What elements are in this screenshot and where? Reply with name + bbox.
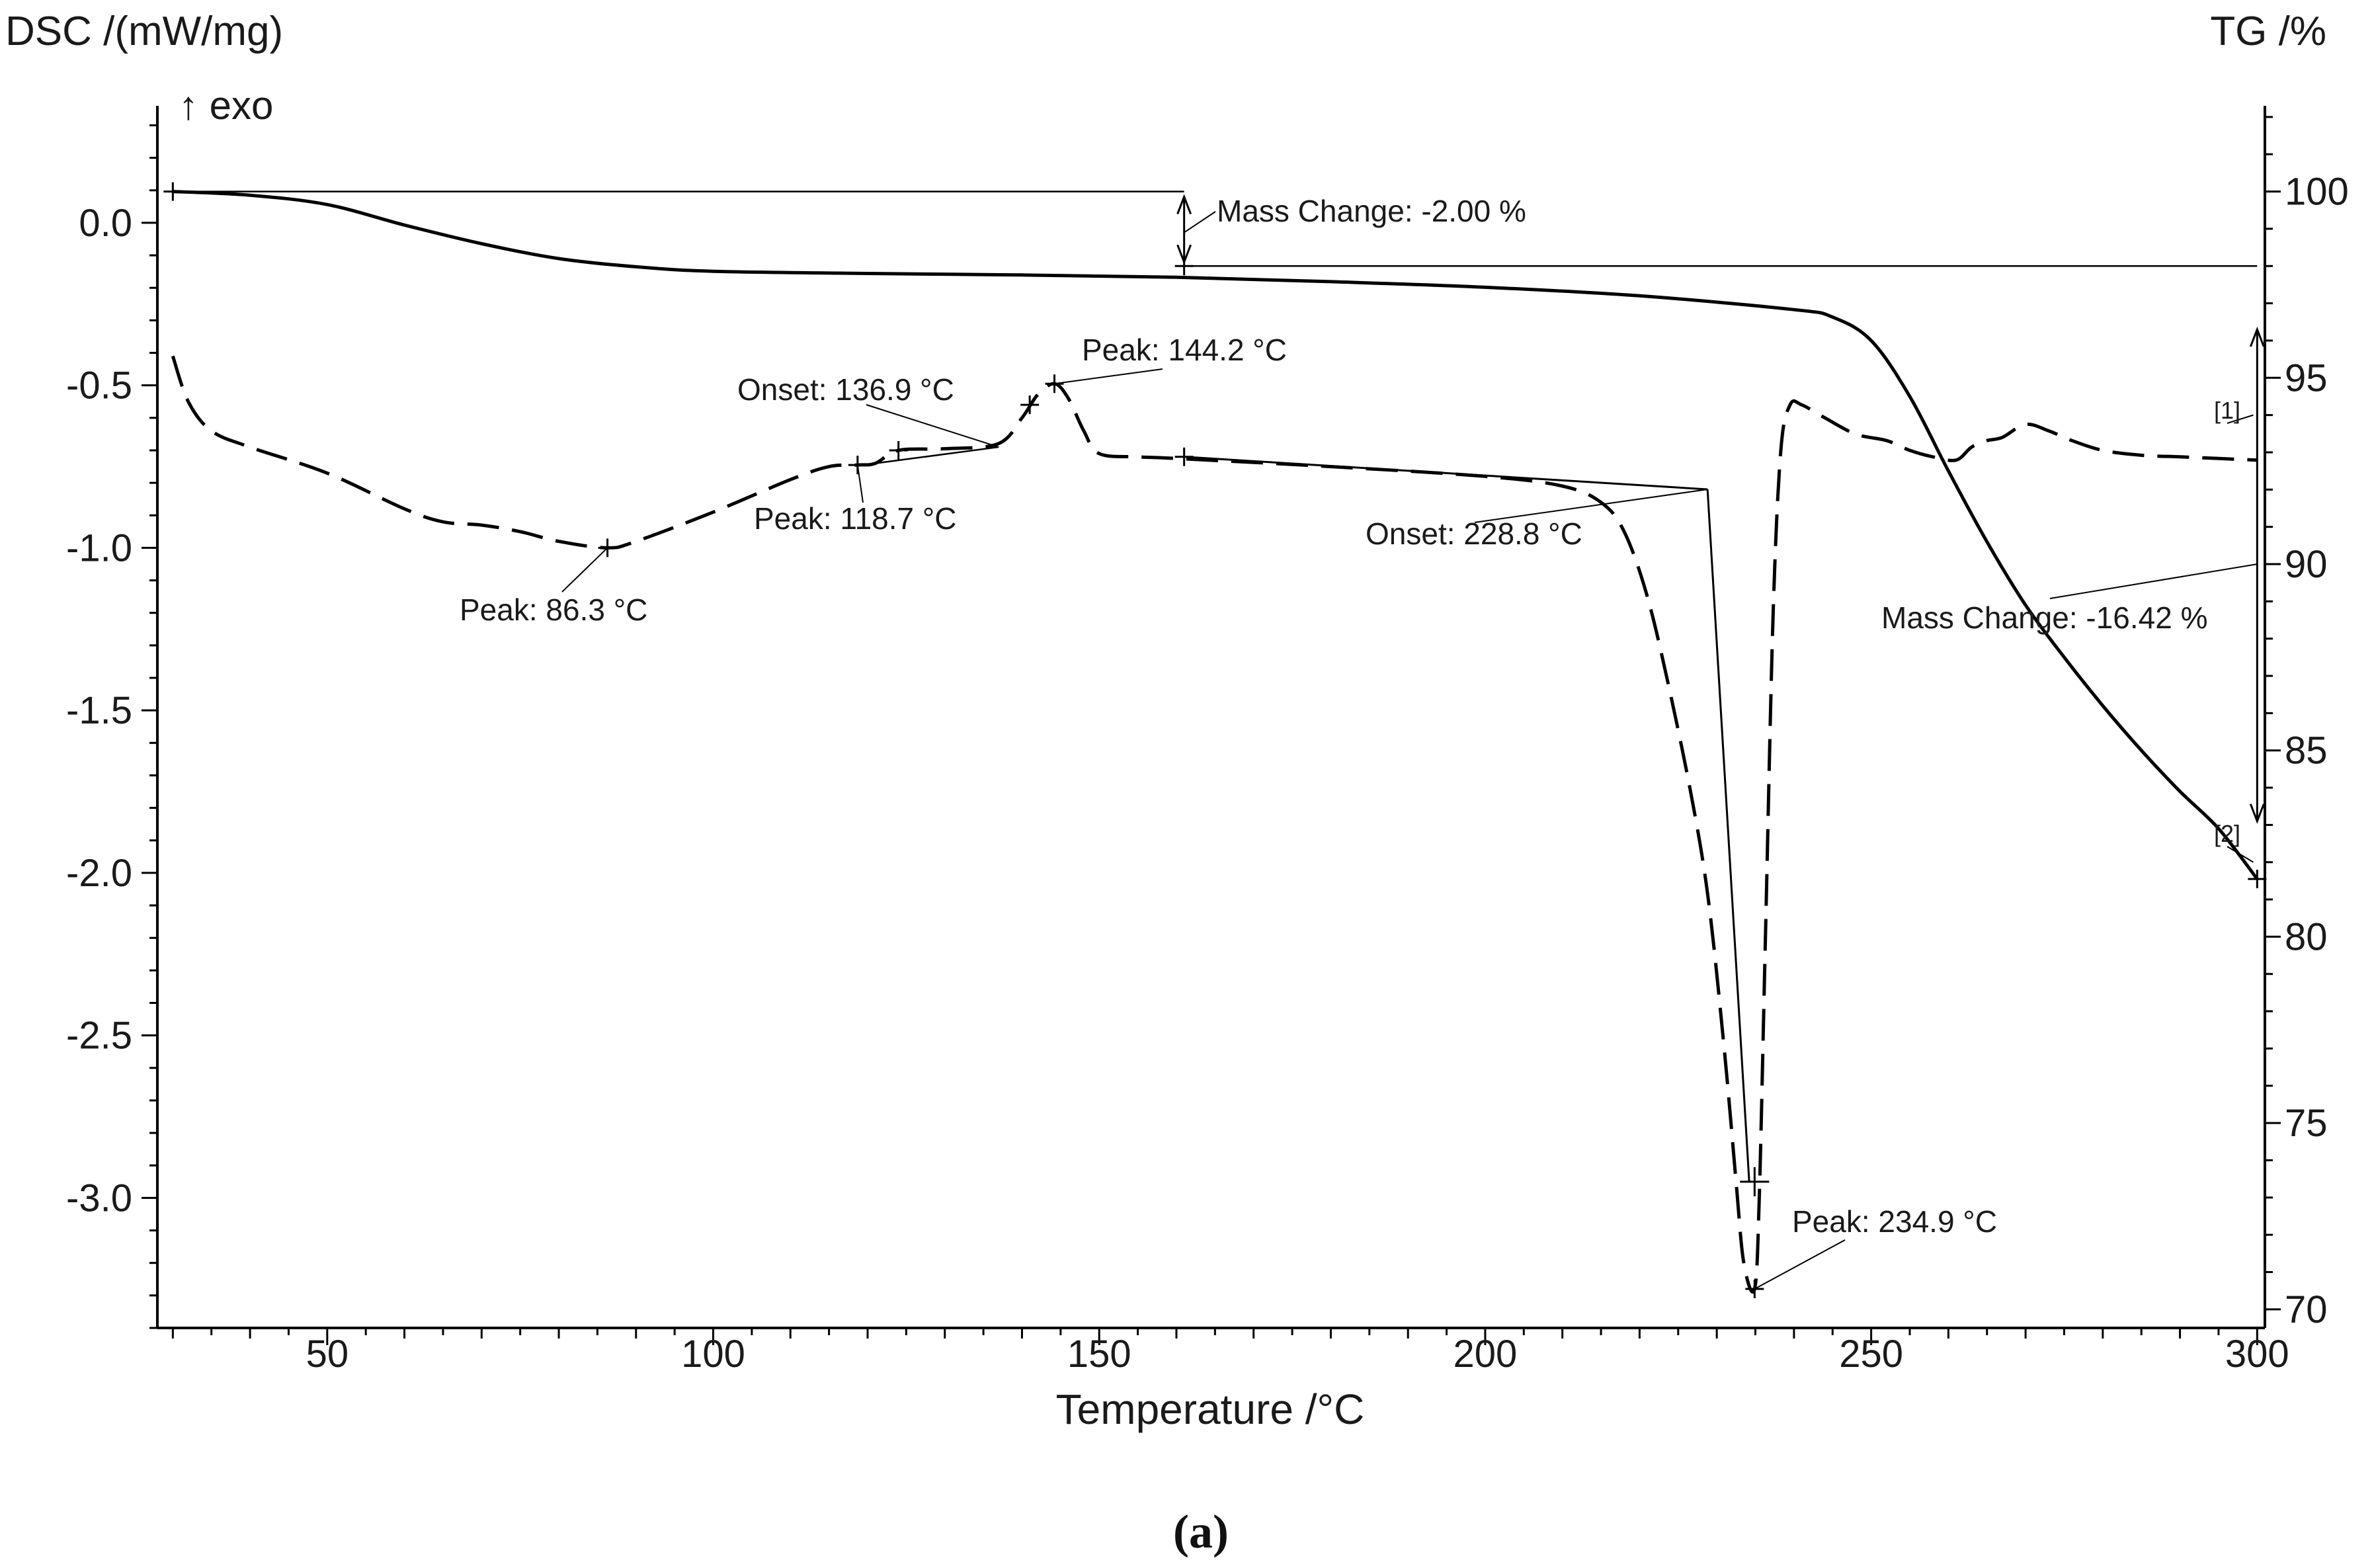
dsc-baseline-1 bbox=[875, 446, 999, 464]
x-tick-label: 250 bbox=[1839, 1333, 1903, 1376]
marker-tg-start bbox=[163, 182, 183, 201]
y-left-tick-label: -2.0 bbox=[66, 852, 132, 895]
y-right-tick-label: 85 bbox=[2285, 729, 2328, 772]
exo-direction-label: ↑ exo bbox=[179, 83, 273, 128]
x-tick-label: 200 bbox=[1453, 1333, 1518, 1376]
y-left-tick-label: -0.5 bbox=[66, 364, 132, 407]
tg-axis-label: TG /% bbox=[2210, 9, 2326, 54]
x-tick-label: 150 bbox=[1067, 1333, 1131, 1376]
x-tick-label: 100 bbox=[681, 1333, 745, 1376]
leader-peak-86 bbox=[561, 547, 608, 593]
x-tick-label: 50 bbox=[306, 1333, 349, 1376]
tick-labels: 50 100 150 200 250 300 0.0 -0.5 -1.0 -1.5 -2.0 -2.5… bbox=[66, 171, 2349, 1376]
leader-mass-change-2 bbox=[2049, 563, 2258, 599]
y-left-tick-label: -3.0 bbox=[66, 1176, 132, 1219]
y-left-tick-label: 0.0 bbox=[79, 202, 132, 245]
y-left-tick-label: -1.0 bbox=[66, 526, 132, 569]
y-right-tick-label: 90 bbox=[2285, 543, 2328, 586]
peak-234-label: Peak: 234.9 °C bbox=[1792, 1204, 1997, 1239]
y-right-tick-label: 100 bbox=[2285, 171, 2349, 214]
dsc-baseline-2 bbox=[1184, 456, 1708, 491]
marker-tg-step bbox=[1174, 257, 1194, 276]
series-tg-line bbox=[173, 190, 2259, 880]
marker-peak-144 bbox=[1045, 374, 1064, 393]
marker-dsc-161 bbox=[1174, 447, 1194, 466]
y-right-tick-label: 80 bbox=[2285, 915, 2328, 958]
marker-2-label: [2] bbox=[2214, 820, 2240, 847]
y-right-tick-label: 95 bbox=[2285, 356, 2328, 399]
annotation-guides bbox=[173, 190, 2265, 1290]
leader-onset-136 bbox=[866, 404, 999, 448]
leader-peak-234 bbox=[1754, 1239, 1846, 1290]
leader-marker-1 bbox=[2227, 414, 2254, 424]
marker-1-label: [1] bbox=[2214, 397, 2240, 424]
y-right-tick-label: 75 bbox=[2285, 1102, 2328, 1145]
marker-peak-86 bbox=[598, 538, 617, 557]
point-markers bbox=[163, 182, 2267, 1299]
x-tick-label: 300 bbox=[2225, 1333, 2289, 1376]
leader-mass-change-1 bbox=[1184, 211, 1216, 233]
marker-onset-136-curve bbox=[1020, 395, 1040, 415]
marker-peak-234 bbox=[1745, 1280, 1764, 1299]
leader-onset-228 bbox=[1474, 488, 1708, 523]
dsc-axis-label: DSC /(mW/mg) bbox=[5, 9, 283, 54]
y-left-tick-label: -2.5 bbox=[66, 1014, 132, 1057]
mass-change-1-label: Mass Change: -2.00 % bbox=[1217, 194, 1526, 228]
marker-dsc-124 bbox=[889, 440, 908, 460]
leader-peak-144 bbox=[1054, 368, 1163, 385]
mass-change-2-arrow-head-top bbox=[2249, 326, 2265, 347]
x-axis-label: Temperature /°C bbox=[1056, 1385, 1365, 1433]
peak-86-label: Peak: 86.3 °C bbox=[460, 593, 647, 627]
series-dsc-line bbox=[171, 355, 2258, 1294]
mass-change-2-label: Mass Change: -16.42 % bbox=[1881, 600, 2208, 635]
peak-144-label: Peak: 144.2 °C bbox=[1082, 333, 1287, 367]
onset-228-label: Onset: 228.8 °C bbox=[1366, 516, 1582, 551]
y-left-tick-label: -1.5 bbox=[66, 689, 132, 732]
marker-tg-end bbox=[2248, 870, 2267, 889]
axis-ticks bbox=[142, 116, 2281, 1345]
marker-peak-118 bbox=[848, 456, 867, 475]
dsc-onset-tangent bbox=[1706, 489, 1750, 1182]
marker-dsc-234-upper bbox=[1740, 1167, 1770, 1196]
mass-change-1-arrow-head-top bbox=[1176, 194, 1192, 215]
figure-caption: (a) bbox=[1173, 1505, 1229, 1558]
mass-change-2-arrow-head-bottom bbox=[2249, 804, 2265, 824]
onset-136-label: Onset: 136.9 °C bbox=[737, 372, 954, 407]
y-right-tick-label: 70 bbox=[2285, 1288, 2328, 1331]
peak-118-label: Peak: 118.7 °C bbox=[754, 501, 957, 536]
